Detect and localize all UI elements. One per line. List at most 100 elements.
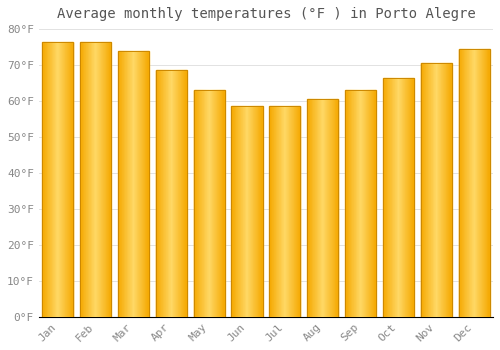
- Bar: [401, 78, 402, 317]
- Bar: [244, 106, 245, 317]
- Bar: [167, 70, 168, 317]
- Bar: [131, 51, 132, 317]
- Bar: [236, 106, 237, 317]
- Bar: [56, 42, 57, 317]
- Bar: [434, 63, 435, 317]
- Bar: [165, 70, 166, 317]
- Bar: [353, 90, 354, 317]
- Bar: [388, 78, 389, 317]
- Bar: [256, 106, 257, 317]
- Bar: [195, 90, 196, 317]
- Bar: [373, 90, 374, 317]
- Bar: [387, 78, 388, 317]
- Bar: [156, 70, 187, 317]
- Bar: [443, 63, 444, 317]
- Bar: [65, 42, 66, 317]
- Bar: [318, 99, 319, 317]
- Bar: [458, 49, 459, 317]
- Bar: [258, 106, 259, 317]
- Bar: [386, 78, 387, 317]
- Bar: [458, 49, 490, 317]
- Bar: [60, 42, 61, 317]
- Bar: [439, 63, 440, 317]
- Bar: [86, 42, 87, 317]
- Bar: [371, 90, 372, 317]
- Bar: [162, 70, 163, 317]
- Bar: [290, 106, 291, 317]
- Bar: [221, 90, 222, 317]
- Bar: [272, 106, 273, 317]
- Bar: [42, 42, 74, 317]
- Bar: [216, 90, 217, 317]
- Bar: [307, 99, 308, 317]
- Bar: [100, 42, 101, 317]
- Bar: [237, 106, 238, 317]
- Bar: [397, 78, 398, 317]
- Bar: [104, 42, 105, 317]
- Bar: [270, 106, 300, 317]
- Bar: [185, 70, 186, 317]
- Bar: [174, 70, 175, 317]
- Bar: [465, 49, 466, 317]
- Bar: [175, 70, 176, 317]
- Bar: [239, 106, 240, 317]
- Bar: [222, 90, 223, 317]
- Bar: [392, 78, 393, 317]
- Bar: [423, 63, 424, 317]
- Bar: [438, 63, 439, 317]
- Bar: [126, 51, 127, 317]
- Bar: [241, 106, 242, 317]
- Bar: [479, 49, 480, 317]
- Bar: [143, 51, 144, 317]
- Bar: [213, 90, 214, 317]
- Bar: [176, 70, 177, 317]
- Bar: [481, 49, 482, 317]
- Bar: [92, 42, 93, 317]
- Bar: [204, 90, 205, 317]
- Bar: [346, 90, 347, 317]
- Bar: [403, 78, 404, 317]
- Bar: [314, 99, 316, 317]
- Bar: [335, 99, 336, 317]
- Bar: [52, 42, 53, 317]
- Bar: [127, 51, 128, 317]
- Bar: [62, 42, 64, 317]
- Bar: [210, 90, 211, 317]
- Bar: [196, 90, 198, 317]
- Bar: [477, 49, 478, 317]
- Bar: [109, 42, 110, 317]
- Bar: [399, 78, 400, 317]
- Bar: [194, 90, 224, 317]
- Bar: [448, 63, 450, 317]
- Bar: [277, 106, 278, 317]
- Bar: [232, 106, 234, 317]
- Bar: [108, 42, 109, 317]
- Bar: [271, 106, 272, 317]
- Title: Average monthly temperatures (°F ) in Porto Alegre: Average monthly temperatures (°F ) in Po…: [56, 7, 476, 21]
- Bar: [248, 106, 249, 317]
- Bar: [450, 63, 451, 317]
- Bar: [486, 49, 487, 317]
- Bar: [472, 49, 473, 317]
- Bar: [366, 90, 367, 317]
- Bar: [223, 90, 224, 317]
- Bar: [324, 99, 325, 317]
- Bar: [469, 49, 470, 317]
- Bar: [470, 49, 471, 317]
- Bar: [349, 90, 350, 317]
- Bar: [80, 42, 111, 317]
- Bar: [412, 78, 414, 317]
- Bar: [308, 99, 309, 317]
- Bar: [173, 70, 174, 317]
- Bar: [208, 90, 209, 317]
- Bar: [464, 49, 465, 317]
- Bar: [94, 42, 95, 317]
- Bar: [352, 90, 353, 317]
- Bar: [247, 106, 248, 317]
- Bar: [422, 63, 423, 317]
- Bar: [146, 51, 147, 317]
- Bar: [311, 99, 312, 317]
- Bar: [168, 70, 169, 317]
- Bar: [283, 106, 284, 317]
- Bar: [124, 51, 126, 317]
